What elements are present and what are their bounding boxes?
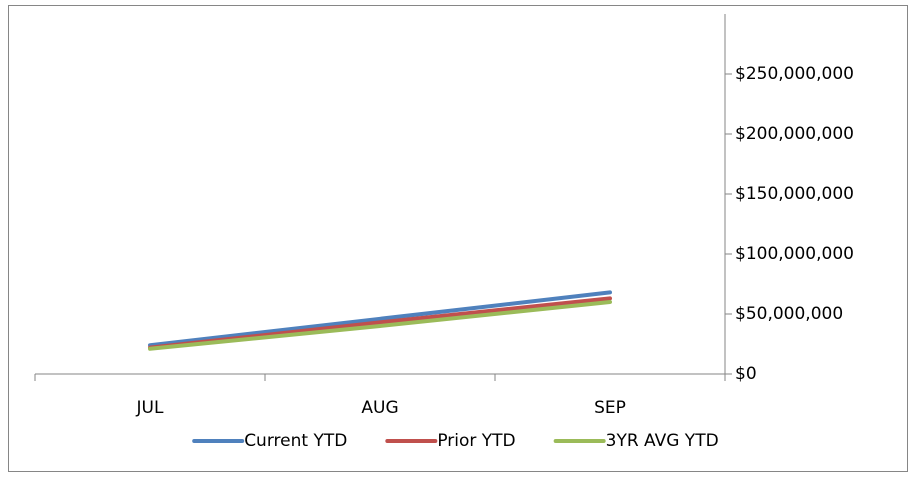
x-tick-label: JUL: [136, 398, 164, 418]
y-tick-label: $200,000,000: [735, 124, 854, 144]
series-line: [148, 290, 612, 348]
y-tick-label: $50,000,000: [735, 304, 843, 324]
legend-label: Current YTD: [244, 431, 347, 451]
x-tick-label: AUG: [361, 398, 398, 418]
chart-border: [8, 5, 908, 472]
y-tick-label: $100,000,000: [735, 244, 854, 264]
series-line: [148, 300, 612, 351]
y-tick-label: $0: [735, 364, 757, 384]
y-tick-label: $250,000,000: [735, 64, 854, 84]
legend-label: Prior YTD: [437, 431, 515, 451]
x-tick-label: SEP: [594, 398, 626, 418]
y-tick-label: $150,000,000: [735, 184, 854, 204]
legend-label: 3YR AVG YTD: [606, 431, 719, 451]
